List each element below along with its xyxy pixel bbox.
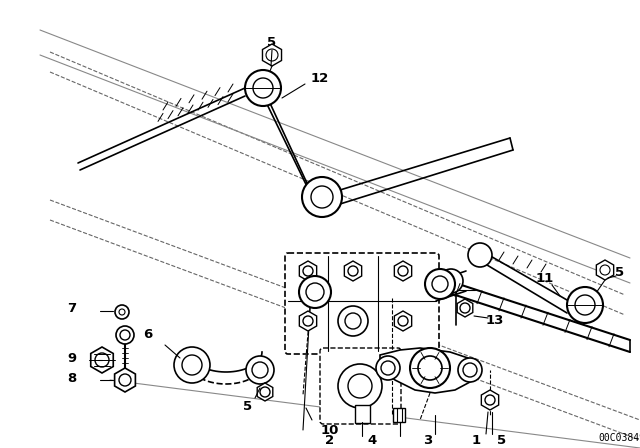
Text: 10: 10 xyxy=(321,423,339,436)
Circle shape xyxy=(485,395,495,405)
Circle shape xyxy=(567,287,603,323)
Circle shape xyxy=(95,353,109,367)
Polygon shape xyxy=(115,368,136,392)
Circle shape xyxy=(116,326,134,344)
Circle shape xyxy=(299,276,331,308)
Circle shape xyxy=(338,306,368,336)
Polygon shape xyxy=(257,383,273,401)
Text: 4: 4 xyxy=(367,434,376,447)
Circle shape xyxy=(119,309,125,315)
Circle shape xyxy=(410,348,450,388)
Circle shape xyxy=(468,243,492,267)
Polygon shape xyxy=(596,260,614,280)
Circle shape xyxy=(252,362,268,378)
Polygon shape xyxy=(300,261,317,281)
Circle shape xyxy=(338,364,382,408)
Circle shape xyxy=(246,356,274,384)
Text: 5: 5 xyxy=(497,434,507,447)
Text: 5: 5 xyxy=(243,400,253,413)
Circle shape xyxy=(348,374,372,398)
Circle shape xyxy=(376,356,400,380)
Circle shape xyxy=(460,303,470,313)
Text: 12: 12 xyxy=(311,72,329,85)
Text: 6: 6 xyxy=(143,328,152,341)
Circle shape xyxy=(345,313,361,329)
Circle shape xyxy=(418,356,442,380)
Text: 3: 3 xyxy=(424,434,433,447)
Circle shape xyxy=(348,266,358,276)
Circle shape xyxy=(303,316,313,326)
Text: 9: 9 xyxy=(67,352,77,365)
Polygon shape xyxy=(394,261,412,281)
Circle shape xyxy=(253,78,273,98)
FancyBboxPatch shape xyxy=(320,348,401,424)
Circle shape xyxy=(439,269,463,293)
Polygon shape xyxy=(457,299,473,317)
Circle shape xyxy=(120,330,130,340)
FancyBboxPatch shape xyxy=(285,253,439,354)
Text: 13: 13 xyxy=(486,314,504,327)
Circle shape xyxy=(432,276,448,292)
Text: 8: 8 xyxy=(67,371,77,384)
Circle shape xyxy=(182,355,202,375)
Polygon shape xyxy=(91,347,113,373)
Circle shape xyxy=(306,283,324,301)
Polygon shape xyxy=(344,261,362,281)
Polygon shape xyxy=(380,348,475,393)
FancyBboxPatch shape xyxy=(393,408,405,422)
Circle shape xyxy=(311,186,333,208)
Circle shape xyxy=(260,387,270,397)
Polygon shape xyxy=(262,44,282,66)
Circle shape xyxy=(398,266,408,276)
Circle shape xyxy=(245,70,281,106)
Circle shape xyxy=(303,266,313,276)
Polygon shape xyxy=(481,390,499,410)
Circle shape xyxy=(115,305,129,319)
Text: 2: 2 xyxy=(325,434,335,447)
Circle shape xyxy=(575,295,595,315)
FancyBboxPatch shape xyxy=(355,405,370,423)
Circle shape xyxy=(174,347,210,383)
Circle shape xyxy=(266,49,278,61)
Text: 5: 5 xyxy=(268,35,276,48)
Polygon shape xyxy=(300,311,317,331)
Circle shape xyxy=(302,177,342,217)
Text: 5: 5 xyxy=(616,266,625,279)
Text: 11: 11 xyxy=(536,271,554,284)
Circle shape xyxy=(425,269,455,299)
Circle shape xyxy=(119,374,131,386)
Text: 7: 7 xyxy=(67,302,77,314)
Polygon shape xyxy=(394,311,412,331)
Circle shape xyxy=(398,316,408,326)
Text: 1: 1 xyxy=(472,434,481,447)
Text: 00C03849: 00C03849 xyxy=(598,433,640,443)
Circle shape xyxy=(458,358,482,382)
Circle shape xyxy=(463,363,477,377)
Circle shape xyxy=(600,265,610,275)
Circle shape xyxy=(381,361,395,375)
